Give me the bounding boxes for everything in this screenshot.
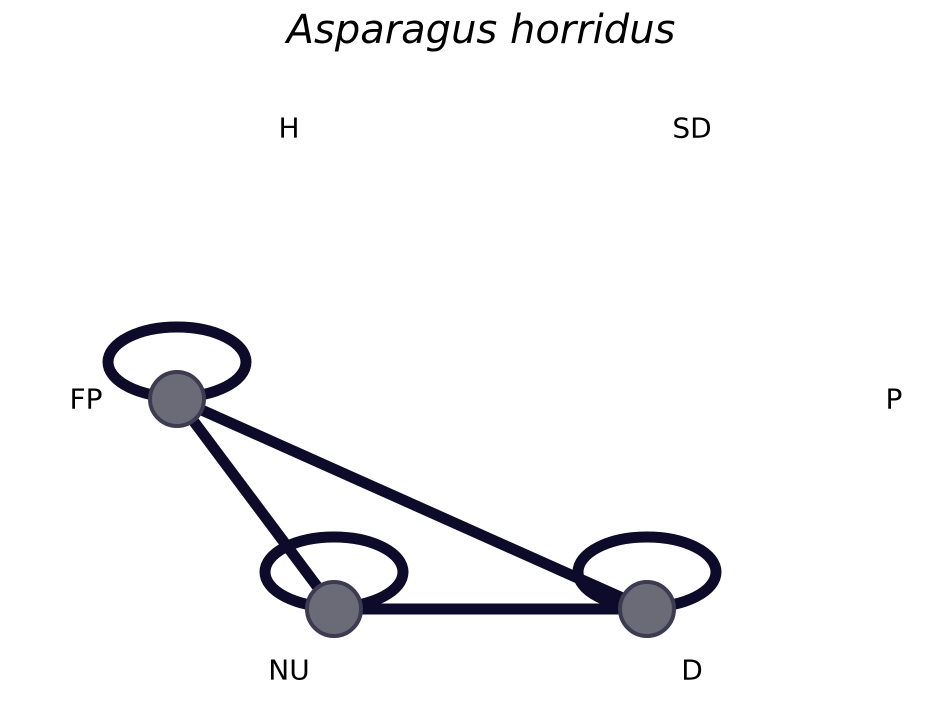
node-nu: [305, 580, 363, 638]
node-labels: H SD FP P NU D: [70, 112, 903, 687]
node-label-nu: NU: [268, 654, 309, 687]
diagram-title: Asparagus horridus: [284, 7, 676, 53]
node-label-h: H: [278, 112, 299, 145]
node-fp: [148, 370, 206, 428]
node-d: [618, 580, 676, 638]
edges: [171, 393, 653, 615]
edge-fp-nu: [171, 393, 340, 615]
node-label-p: P: [886, 383, 903, 416]
nodes: [148, 370, 676, 638]
node-label-fp: FP: [70, 383, 103, 416]
node-label-d: D: [681, 654, 703, 687]
node-label-sd: SD: [672, 112, 711, 145]
edge-fp-d: [171, 393, 653, 615]
